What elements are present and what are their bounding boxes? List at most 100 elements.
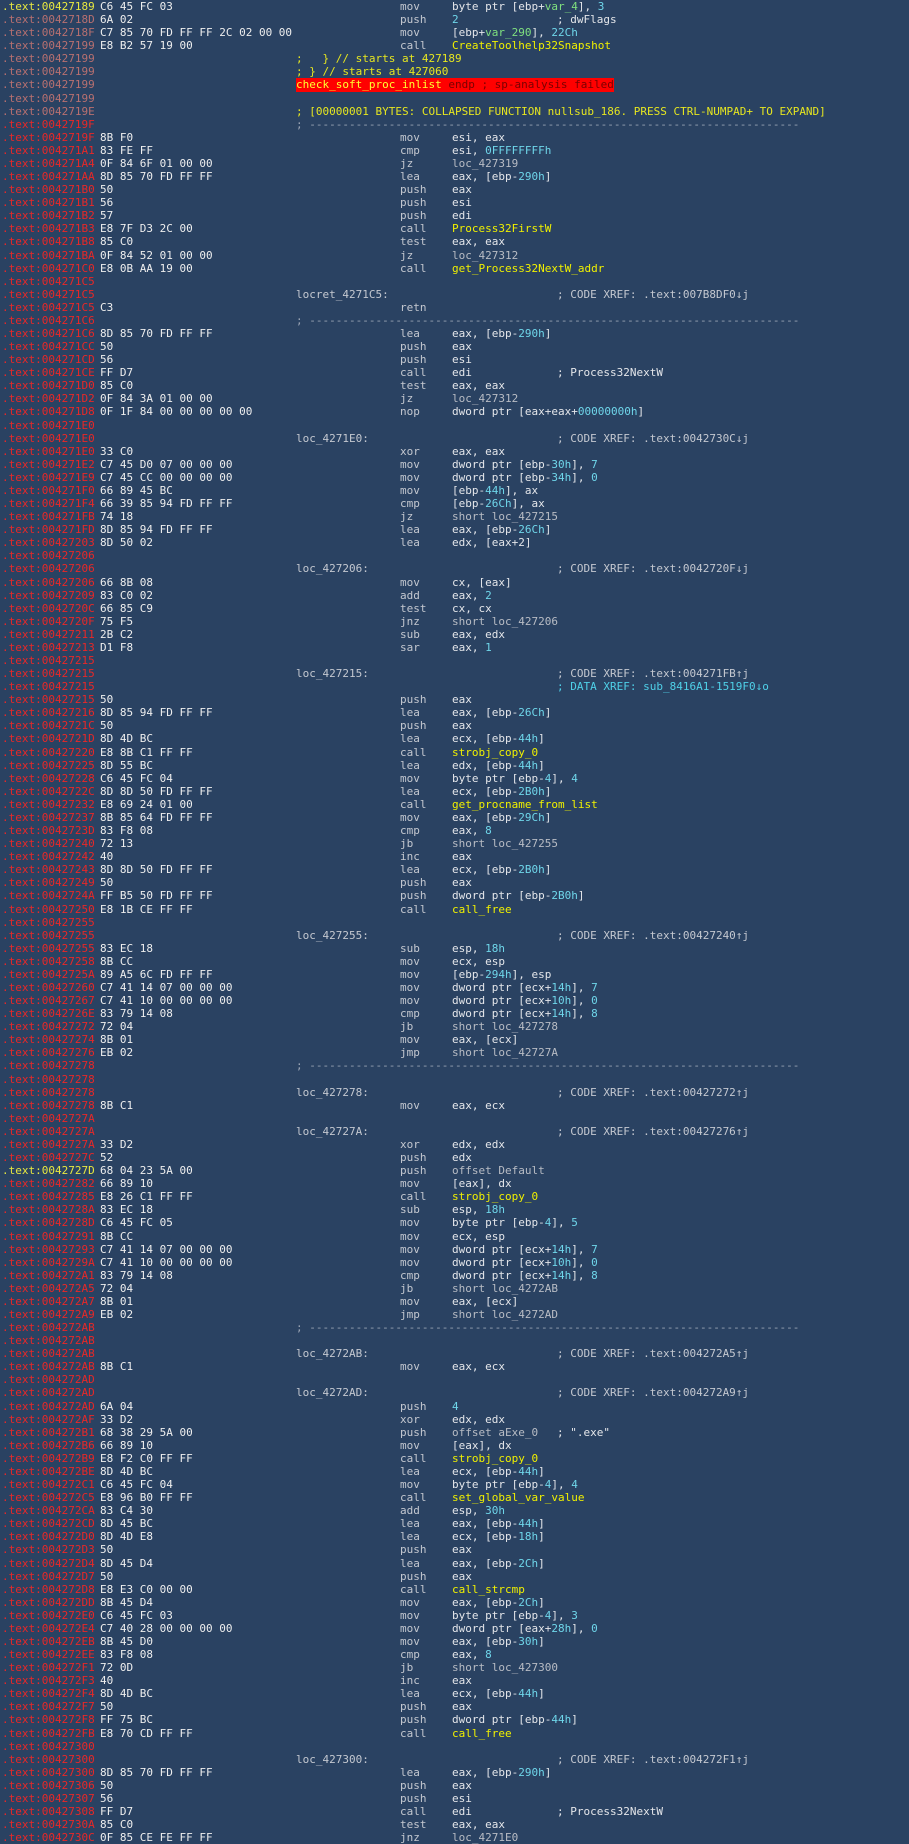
listing-line[interactable]: .text:004272FB E8 70 CD FF FF call call_fre… (0, 1727, 909, 1740)
listing-line[interactable]: .text:00427250 E8 1B CE FF FF call call_fre… (0, 903, 909, 916)
listing-line[interactable]: .text:004272F3 40 inc eax (0, 1674, 909, 1687)
address[interactable]: .text:004271D0 (2, 379, 95, 393)
address[interactable]: .text:004272E0 (2, 1608, 95, 1622)
listing-line[interactable]: .text:00427291 8B CC mov ecx, esp (0, 1230, 909, 1243)
address[interactable]: .text:004272D4 (2, 1556, 95, 1570)
listing-line[interactable]: .text:004272B1 68 38 29 5A 00 push offset a… (0, 1426, 909, 1439)
location-reference[interactable]: short loc_42727A (452, 1046, 558, 1060)
listing-line[interactable]: .text:00427206 66 8B 08 mov cx, [eax] (0, 576, 909, 589)
address[interactable]: .text:00427199 (2, 78, 95, 92)
listing-line[interactable]: .text:004271A4 0F 84 6F 01 00 00 jz loc_427… (0, 157, 909, 170)
listing-line[interactable]: .text:0042723D 83 F8 08 cmp eax, 8 (0, 824, 909, 837)
address[interactable]: .text:00427211 (2, 627, 95, 641)
location-reference[interactable]: short loc_427278 (452, 1020, 558, 1034)
address[interactable]: .text:004272B9 (2, 1451, 95, 1465)
comment-line[interactable]: ; [00000001 BYTES: COLLAPSED FUNCTION nu… (296, 105, 826, 118)
address[interactable]: .text:0042728A (2, 1203, 95, 1217)
listing-line[interactable]: .text:00427206 (0, 549, 909, 562)
separator-line[interactable]: .text:004271C6 ; ------------------------… (0, 314, 909, 327)
listing-line[interactable]: .text:004271C6 8D 85 70 FD FF FF lea eax, [… (0, 327, 909, 340)
listing-line[interactable]: .text:00427206 loc_427206: ; CODE XREF: .t… (0, 562, 909, 575)
address[interactable]: .text:0042723D (2, 824, 95, 838)
address[interactable]: .text:00427199 (2, 39, 95, 53)
address[interactable]: .text:0042725A (2, 967, 95, 981)
address[interactable]: .text:00427206 (2, 575, 95, 589)
function-reference[interactable]: CreateToolhelp32Snapshot (452, 39, 611, 53)
address[interactable]: .text:004271A4 (2, 156, 95, 170)
address[interactable]: .text:004271E0 (2, 431, 95, 445)
address[interactable]: .text:00427215 (2, 693, 95, 707)
location-reference[interactable]: loc_427312 (452, 392, 519, 406)
listing-line[interactable]: .text:004272BE 8D 4D BC lea ecx, [ebp-44h] (0, 1465, 909, 1478)
listing-line[interactable]: .text:004271FD 8D 85 94 FD FF FF lea eax, [… (0, 523, 909, 536)
function-reference[interactable]: strobj_copy_0 (452, 1451, 539, 1465)
address[interactable]: .text:00427276 (2, 1046, 95, 1060)
address[interactable]: .text:00427199 (2, 91, 95, 105)
address[interactable]: .text:00427293 (2, 1242, 95, 1256)
address[interactable]: .text:0042724A (2, 889, 95, 903)
address[interactable]: .text:0042719E (2, 104, 95, 118)
listing-line[interactable]: .text:004271F0 66 89 45 BC mov [ebp-44h], a… (0, 484, 909, 497)
listing-line[interactable]: .text:004272A7 8B 01 mov eax, [ecx] (0, 1295, 909, 1308)
address[interactable]: .text:004272A1 (2, 1268, 95, 1282)
address[interactable]: .text:004271C5 (2, 287, 95, 301)
listing-line[interactable]: .text:004272AB 8B C1 mov eax, ecx (0, 1360, 909, 1373)
listing-line[interactable]: .text:00427255 (0, 916, 909, 929)
address[interactable]: .text:004272B6 (2, 1438, 95, 1452)
listing-line[interactable]: .text:004272EB 8B 45 D0 mov eax, [ebp-30h] (0, 1635, 909, 1648)
address[interactable]: .text:00427242 (2, 850, 95, 864)
listing-line[interactable]: .text:00427199 ; } // starts at 427060 (0, 65, 909, 78)
listing-line[interactable]: .text:0042720F 75 F5 jnz short loc_427206 (0, 615, 909, 628)
address[interactable]: .text:00427267 (2, 994, 95, 1008)
address[interactable]: .text:00427199 (2, 65, 95, 79)
address[interactable]: .text:00427307 (2, 1791, 95, 1805)
address[interactable]: .text:004272AF (2, 1412, 95, 1426)
address[interactable]: .text:00427203 (2, 536, 95, 550)
address[interactable]: .text:004271C0 (2, 261, 95, 275)
xref-comment[interactable]: ; CODE XREF: .text:00427276↑j (557, 1124, 750, 1138)
address[interactable]: .text:004272D7 (2, 1569, 95, 1583)
xref-comment[interactable]: ; DATA XREF: sub_8416A1-1519F0↓o (557, 680, 769, 694)
comment-line[interactable]: ; } // starts at 427060 (296, 65, 448, 78)
address[interactable]: .text:004271CC (2, 340, 95, 354)
function-reference[interactable]: strobj_copy_0 (452, 745, 539, 759)
listing-line[interactable]: .text:00427293 C7 41 14 07 00 00 00 mov dwo… (0, 1243, 909, 1256)
address[interactable]: .text:004271D8 (2, 405, 95, 419)
listing-line[interactable]: .text:004272D0 8D 4D E8 lea ecx, [ebp-18h] (0, 1530, 909, 1543)
address[interactable]: .text:0042721D (2, 732, 95, 746)
listing-line[interactable]: .text:00427255 83 EC 18 sub esp, 18h (0, 942, 909, 955)
address[interactable]: .text:004272AB (2, 1321, 95, 1335)
xref-comment[interactable]: ; CODE XREF: .text:0042730C↓j (557, 431, 750, 445)
listing-line[interactable]: .text:00427211 2B C2 sub eax, edx (0, 628, 909, 641)
xref-comment[interactable]: ; CODE XREF: .text:004271FB↑j (557, 667, 750, 681)
address[interactable]: .text:00427278 (2, 1085, 95, 1099)
listing-line[interactable]: .text:004271F4 66 39 85 94 FD FF FF cmp [eb… (0, 497, 909, 510)
address[interactable]: .text:004271B8 (2, 235, 95, 249)
listing-line[interactable]: .text:004272A5 72 04 jb short loc_4272AB (0, 1282, 909, 1295)
listing-line[interactable]: .text:00427237 8B 85 64 FD FF FF mov eax, [… (0, 811, 909, 824)
code-label[interactable]: loc_427300: (296, 1753, 369, 1766)
address[interactable]: .text:00427232 (2, 797, 95, 811)
listing-line[interactable]: .text:004271D8 0F 1F 84 00 00 00 00 00 nop… (0, 405, 909, 418)
address[interactable]: .text:00427225 (2, 758, 95, 772)
listing-line[interactable]: .text:004271B1 56 push esi (0, 196, 909, 209)
listing-line[interactable]: .text:004272C1 C6 45 FC 04 mov byte ptr [eb… (0, 1478, 909, 1491)
listing-line[interactable]: .text:004271D2 0F 84 3A 01 00 00 jz loc_427… (0, 392, 909, 405)
address[interactable]: .text:004272F4 (2, 1687, 95, 1701)
address[interactable]: .text:00427228 (2, 771, 95, 785)
location-reference[interactable]: short loc_4272AB (452, 1281, 558, 1295)
listing-line[interactable]: .text:004272C5 E8 96 B0 FF FF call set_glob… (0, 1491, 909, 1504)
listing-line[interactable]: .text:00427258 8B CC mov ecx, esp (0, 955, 909, 968)
address[interactable]: .text:004272AB (2, 1360, 95, 1374)
listing-line[interactable]: .text:004271FB 74 18 jz short loc_427215 (0, 510, 909, 523)
listing-line[interactable]: .text:0042719E ; [00000001 BYTES: COLLAPS… (0, 105, 909, 118)
listing-line[interactable]: .text:0042727C 52 push edx (0, 1151, 909, 1164)
listing-line[interactable]: .text:00427300 (0, 1740, 909, 1753)
listing-line[interactable]: .text:0042729A C7 41 10 00 00 00 00 mov dwo… (0, 1256, 909, 1269)
listing-line[interactable]: .text:0042721D 8D 4D BC lea ecx, [ebp-44h] (0, 732, 909, 745)
address[interactable]: .text:004271F4 (2, 497, 95, 511)
listing-line[interactable]: .text:00427285 E8 26 C1 FF FF call strobj_c… (0, 1190, 909, 1203)
listing-line[interactable]: .text:004272F8 FF 75 BC push dword ptr [ebp… (0, 1713, 909, 1726)
address[interactable]: .text:00427300 (2, 1752, 95, 1766)
code-label[interactable]: locret_4271C5: (296, 288, 389, 301)
